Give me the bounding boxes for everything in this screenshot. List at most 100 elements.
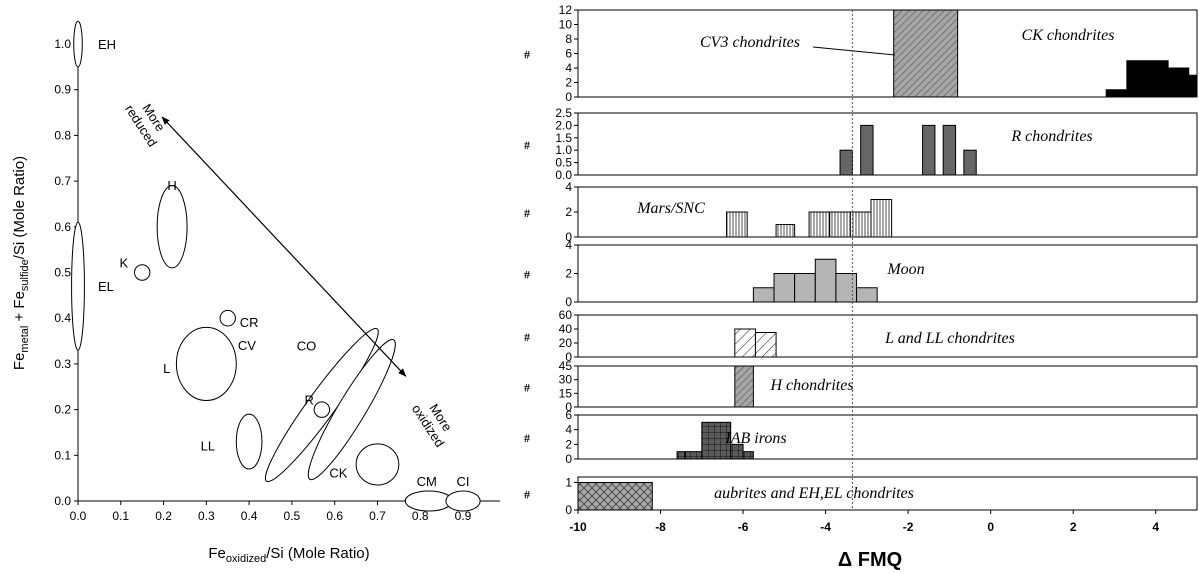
histogram-bar	[754, 332, 777, 358]
histogram-bar	[676, 451, 686, 460]
x-tick-label: 0.5	[284, 509, 301, 523]
histogram-panel: 0 1 # aubrites and EH,EL chondrites	[524, 476, 1198, 517]
x-tick-label: 0.7	[369, 509, 386, 523]
histogram-bar	[814, 258, 837, 303]
x-tick-label: 0.1	[112, 509, 129, 523]
histogram-panel: CV3 chondrites	[700, 9, 959, 98]
left-x-ticks: 0.0 0.1 0.2 0.3 0.4 0.5 0.6 0.7 0.8 0.9	[70, 501, 472, 523]
histogram-bar	[577, 482, 653, 511]
histogram-bar	[794, 273, 816, 303]
histogram-bar	[1126, 60, 1169, 98]
panel-label: H chondrites	[769, 377, 853, 394]
y-tick-label: 10	[559, 18, 573, 32]
x-tick-label: 4	[1152, 520, 1159, 534]
histogram-bar	[684, 451, 703, 460]
panel-label: CK chondrites	[1022, 27, 1115, 44]
histogram-bar	[742, 451, 754, 460]
group-ellipse-h	[156, 185, 188, 269]
x-tick-label: 0.4	[241, 509, 258, 523]
y-tick-label: 0.7	[54, 174, 71, 188]
histogram-bar	[829, 211, 851, 238]
redox-arrow	[161, 116, 407, 377]
y-tick-label: 2	[565, 76, 572, 90]
y-tick-label: 2	[565, 267, 572, 281]
group-label-cv: CV	[238, 338, 256, 353]
histogram-bar	[849, 211, 872, 238]
group-ellipse-ci	[445, 490, 481, 512]
histogram-bar	[1167, 67, 1190, 98]
y-tick-label: 4	[565, 180, 572, 194]
group-label-k: K	[119, 256, 128, 271]
y-tick-label: 1.5	[555, 131, 572, 145]
y-tick-label: 15	[559, 386, 573, 400]
x-tick-label: -4	[820, 520, 831, 534]
x-tick-label: 0.2	[155, 509, 172, 523]
x-tick-label: 0.6	[326, 509, 343, 523]
x-tick-label: 0.9	[455, 509, 472, 523]
left-y-axis-title: Femetal + Fesulfide/Si (Mole Ratio)	[11, 156, 31, 370]
histogram-panel: 0 2 4 # Moon	[524, 238, 1198, 309]
group-label-r: R	[304, 393, 313, 408]
y-tick-label: 0.8	[54, 128, 71, 142]
count-symbol: #	[524, 431, 530, 445]
y-tick-label: 6	[565, 47, 572, 61]
panel-frame	[577, 365, 1198, 408]
y-tick-label: 0	[565, 230, 572, 244]
histogram-bar	[775, 224, 796, 238]
y-tick-label: 2	[565, 437, 572, 451]
y-tick-label: 12	[559, 3, 573, 17]
group-label-co: CO	[297, 339, 317, 354]
group-ellipse-k	[133, 264, 151, 281]
panel-label: aubrites and EH,EL chondrites	[714, 485, 914, 502]
y-tick-label: 0.6	[54, 220, 71, 234]
histogram-bar	[835, 273, 858, 303]
y-tick-label: 20	[559, 336, 573, 350]
y-tick-label: 0.2	[54, 403, 71, 417]
x-tick-label: -8	[655, 520, 666, 534]
y-tick-label: 6	[565, 408, 572, 422]
group-label-eh: EH	[98, 37, 116, 52]
y-tick-label: 0.5	[555, 156, 572, 170]
group-ellipse-r	[313, 401, 331, 418]
panel-label: Mars/SNC	[636, 200, 705, 217]
x-tick-label: -2	[903, 520, 914, 534]
group-ellipse-ck	[355, 443, 400, 486]
panel-label: CV3 chondrites	[700, 34, 800, 51]
fe-ratio-chart: 0.0 0.1 0.2 0.3 0.4 0.5 0.6 0.7 0.8 0.9 0.0 0.1 0.2…	[11, 20, 500, 565]
group-label-el: EL	[98, 279, 114, 294]
count-symbol: #	[524, 488, 530, 502]
y-tick-label: 2.0	[555, 118, 572, 132]
histogram-bar	[773, 273, 796, 303]
x-tick-label: 0.0	[70, 509, 87, 523]
group-ellipse-eh	[73, 20, 83, 68]
histogram-bar	[839, 149, 853, 176]
y-tick-label: 4	[565, 423, 572, 437]
y-tick-label: 0	[565, 295, 572, 309]
more-reduced-label: Morereduced	[122, 94, 173, 150]
right-x-axis-title: Δ FMQ	[838, 549, 902, 571]
histogram-bar	[701, 421, 732, 460]
x-tick-label: 0	[987, 520, 994, 534]
group-label-ck: CK	[329, 465, 347, 480]
left-x-axis-title: Feoxidized/Si (Mole Ratio)	[208, 545, 369, 565]
y-tick-label: 0.5	[54, 266, 71, 280]
histogram-bar	[893, 9, 959, 98]
y-tick-label: 40	[559, 322, 573, 336]
histogram-bar	[870, 199, 893, 238]
y-tick-label: 0	[565, 400, 572, 414]
panel-frame	[577, 414, 1198, 460]
panel-label: L and LL chondrites	[884, 330, 1015, 347]
group-ellipse-cm	[404, 490, 453, 512]
histogram-panel: 0 2 4 # Mars/SNC	[524, 180, 1198, 244]
histogram-panel: 0.00.51.01.52.02.5 # R chondrites	[524, 106, 1198, 182]
histogram-bar	[942, 124, 957, 176]
more-oxidized-label: Moreoxidized	[409, 393, 460, 449]
y-tick-label: 1.0	[555, 143, 572, 157]
panel-frame	[577, 9, 1198, 98]
